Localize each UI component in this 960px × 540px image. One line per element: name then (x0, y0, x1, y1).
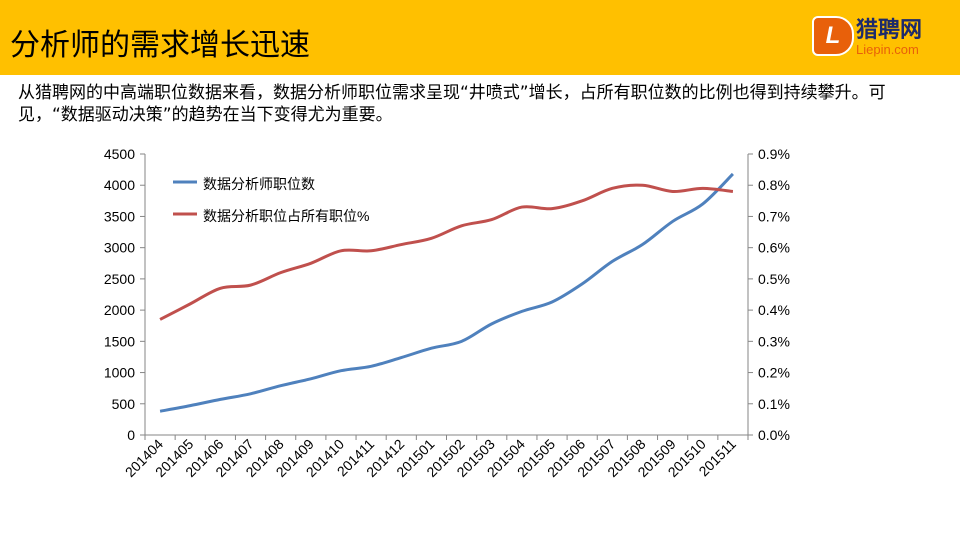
y2-tick-label: 0.1% (758, 396, 790, 412)
page-title: 分析师的需求增长迅速 (10, 28, 310, 63)
y2-tick-label: 0.9% (758, 146, 790, 162)
logo-badge-icon: L (812, 16, 854, 56)
liepin-logo: L 猎聘网 Liepin.com (812, 12, 952, 62)
y-tick-label: 1000 (104, 365, 135, 381)
y2-tick-label: 0.3% (758, 333, 790, 349)
header-bar: 分析师的需求增长迅速 L 猎聘网 Liepin.com (0, 0, 960, 75)
series-line-1 (159, 172, 734, 413)
y2-tick-label: 0.7% (758, 208, 790, 224)
series-line-2 (159, 183, 734, 321)
y-tick-label: 4000 (104, 177, 135, 193)
y-tick-label: 0 (127, 427, 135, 443)
logo-text-cn: 猎聘网 (856, 18, 923, 43)
y-tick-label: 500 (112, 396, 136, 412)
y-tick-label: 2000 (104, 302, 135, 318)
y-tick-label: 4500 (104, 146, 135, 162)
legend-label-2: 数据分析职位占所有职位% (203, 208, 369, 224)
y-tick-label: 3500 (104, 208, 135, 224)
y2-tick-label: 0.2% (758, 365, 790, 381)
y-tick-label: 1500 (104, 333, 135, 349)
y2-tick-label: 0.5% (758, 271, 790, 287)
y-tick-label: 3000 (104, 240, 135, 256)
y2-tick-label: 0.0% (758, 427, 790, 443)
description-text: 从猎聘网的中高端职位数据来看，数据分析师职位需求呈现“井喷式”增长，占所有职位数… (18, 83, 886, 125)
logo-text-en: Liepin.com (856, 42, 919, 57)
y2-tick-label: 0.6% (758, 240, 790, 256)
legend-label-1: 数据分析师职位数 (203, 176, 315, 192)
y2-tick-label: 0.4% (758, 302, 790, 318)
y2-tick-label: 0.8% (758, 177, 790, 193)
y-tick-label: 2500 (104, 271, 135, 287)
